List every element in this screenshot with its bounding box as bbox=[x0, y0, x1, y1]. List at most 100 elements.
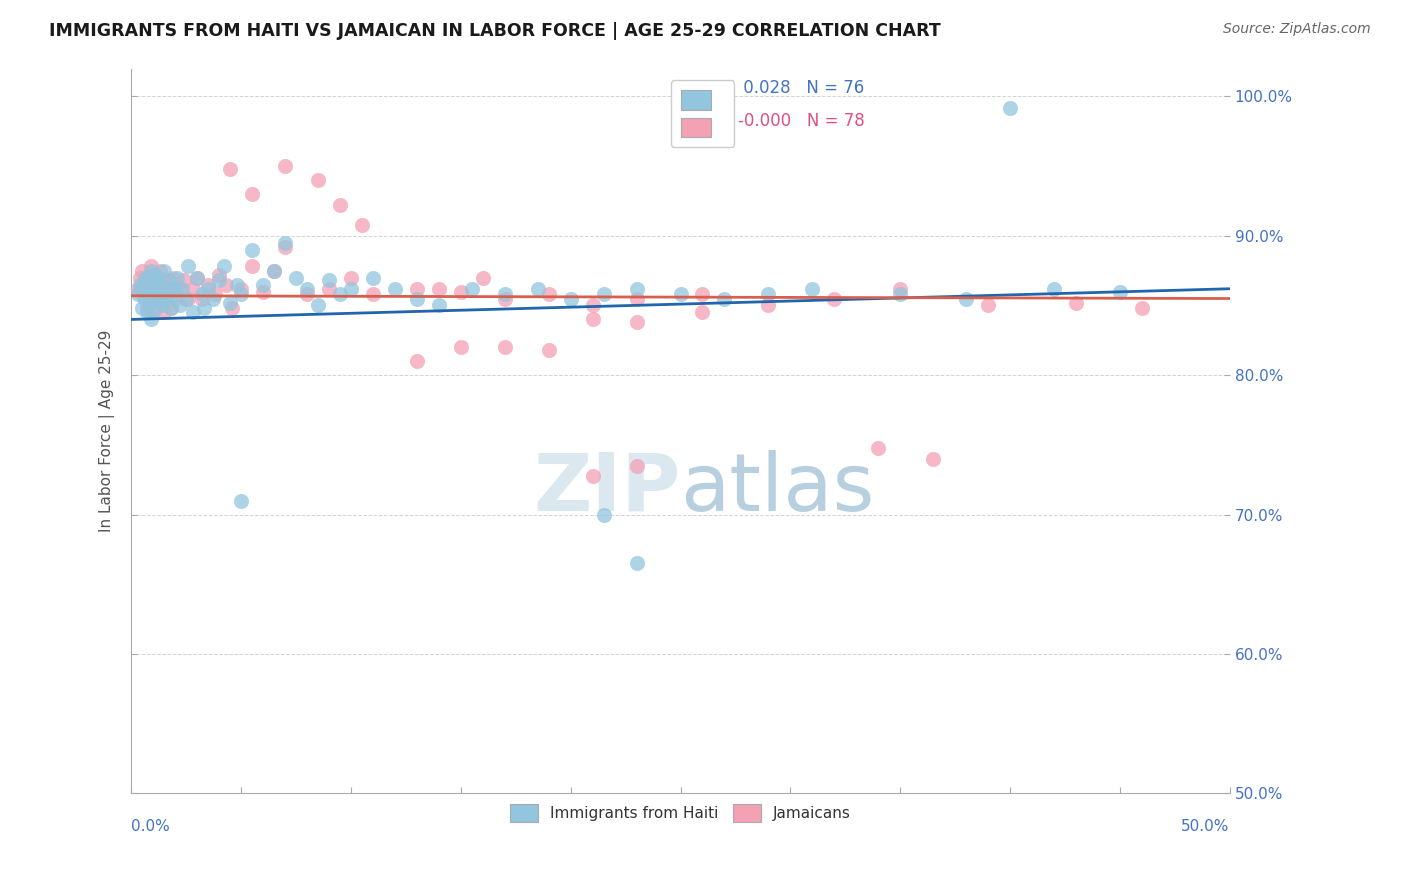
Point bbox=[318, 282, 340, 296]
Point bbox=[307, 298, 329, 312]
Point bbox=[134, 270, 156, 285]
Point bbox=[998, 101, 1021, 115]
Point bbox=[450, 285, 472, 299]
Point bbox=[149, 263, 172, 277]
Point bbox=[150, 298, 173, 312]
Text: ZIP: ZIP bbox=[533, 450, 681, 528]
Point bbox=[173, 273, 195, 287]
Point bbox=[145, 301, 167, 316]
Point bbox=[160, 301, 183, 316]
Point bbox=[1109, 285, 1132, 299]
Point bbox=[135, 305, 157, 319]
Point bbox=[146, 285, 169, 299]
Point bbox=[955, 292, 977, 306]
Point bbox=[626, 557, 648, 571]
Point bbox=[361, 270, 384, 285]
Point bbox=[170, 282, 193, 296]
Point bbox=[582, 298, 605, 312]
Point bbox=[186, 270, 208, 285]
Point bbox=[157, 273, 180, 287]
Point bbox=[177, 260, 200, 274]
Text: Source: ZipAtlas.com: Source: ZipAtlas.com bbox=[1223, 22, 1371, 37]
Point bbox=[384, 282, 406, 296]
Point bbox=[329, 287, 352, 301]
Point bbox=[193, 301, 215, 316]
Point bbox=[592, 508, 614, 522]
Point bbox=[127, 282, 149, 296]
Point bbox=[127, 287, 149, 301]
Point bbox=[1064, 295, 1087, 310]
Point bbox=[160, 301, 183, 316]
Point bbox=[263, 263, 285, 277]
Point bbox=[149, 292, 172, 306]
Point bbox=[823, 292, 845, 306]
Point bbox=[155, 287, 177, 301]
Point bbox=[263, 263, 285, 277]
Point bbox=[361, 287, 384, 301]
Point bbox=[340, 270, 363, 285]
Point bbox=[285, 270, 308, 285]
Point bbox=[135, 285, 157, 299]
Point bbox=[142, 287, 165, 301]
Point bbox=[427, 298, 450, 312]
Point bbox=[406, 292, 429, 306]
Point bbox=[150, 295, 173, 310]
Point bbox=[274, 240, 297, 254]
Point bbox=[139, 260, 162, 274]
Point bbox=[231, 287, 253, 301]
Point bbox=[219, 295, 242, 310]
Point bbox=[208, 273, 231, 287]
Point bbox=[131, 301, 153, 316]
Point bbox=[139, 263, 162, 277]
Point bbox=[131, 287, 153, 301]
Text: R =  0.028   N = 76: R = 0.028 N = 76 bbox=[703, 79, 865, 97]
Point bbox=[406, 354, 429, 368]
Point bbox=[427, 282, 450, 296]
Point bbox=[494, 340, 516, 354]
Point bbox=[537, 343, 560, 357]
Point bbox=[190, 287, 212, 301]
Point bbox=[450, 340, 472, 354]
Point bbox=[977, 298, 1000, 312]
Point bbox=[240, 186, 263, 201]
Y-axis label: In Labor Force | Age 25-29: In Labor Force | Age 25-29 bbox=[100, 330, 115, 533]
Point bbox=[868, 441, 890, 455]
Point bbox=[329, 198, 352, 212]
Point bbox=[134, 292, 156, 306]
Point bbox=[537, 287, 560, 301]
Point bbox=[318, 273, 340, 287]
Point bbox=[201, 292, 224, 306]
Point bbox=[1043, 282, 1066, 296]
Point bbox=[922, 451, 945, 466]
Point bbox=[626, 282, 648, 296]
Point bbox=[139, 312, 162, 326]
Point bbox=[560, 292, 582, 306]
Point bbox=[582, 312, 605, 326]
Point bbox=[526, 282, 548, 296]
Point bbox=[169, 298, 191, 312]
Point bbox=[231, 493, 253, 508]
Point bbox=[626, 458, 648, 473]
Point bbox=[889, 282, 911, 296]
Point bbox=[131, 282, 153, 296]
Point bbox=[142, 305, 165, 319]
Point bbox=[240, 243, 263, 257]
Point bbox=[146, 270, 169, 285]
Point bbox=[274, 235, 297, 250]
Point bbox=[138, 295, 160, 310]
Text: 50.0%: 50.0% bbox=[1181, 819, 1230, 834]
Point bbox=[801, 282, 824, 296]
Point bbox=[582, 468, 605, 483]
Point bbox=[494, 287, 516, 301]
Point bbox=[231, 282, 253, 296]
Point bbox=[135, 287, 157, 301]
Point bbox=[177, 292, 200, 306]
Point bbox=[692, 287, 714, 301]
Point bbox=[252, 285, 274, 299]
Point bbox=[162, 287, 184, 301]
Point bbox=[626, 315, 648, 329]
Point bbox=[494, 292, 516, 306]
Point bbox=[181, 305, 204, 319]
Point bbox=[692, 305, 714, 319]
Point bbox=[138, 273, 160, 287]
